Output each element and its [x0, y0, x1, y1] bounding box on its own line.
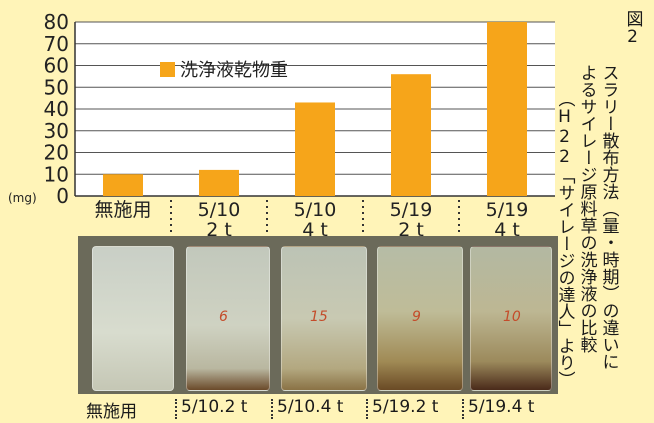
bar — [103, 174, 143, 196]
sample-photo: 6 15 9 10 — [78, 236, 558, 394]
figure-title-line1: スラリー散布方法（量・時期）の違いに — [598, 64, 619, 370]
caption-separator — [175, 399, 177, 419]
x-tick-label: 2 t — [398, 219, 424, 236]
jar-label: 10 — [503, 309, 521, 325]
figure-number: 図2 — [622, 10, 643, 47]
x-tick-label: 無施用 — [94, 199, 151, 221]
y-tick-label: 60 — [44, 54, 69, 78]
bar — [295, 102, 335, 196]
photo-caption-0519-4t: 5/19.4 t — [468, 397, 535, 417]
bar — [199, 169, 239, 196]
legend-label: 洗浄液乾物重 — [180, 60, 288, 81]
x-tick-label: 5/10 — [198, 199, 241, 221]
photo-caption-0510-2t: 5/10.2 t — [181, 397, 248, 417]
y-unit-label: (mg) — [8, 191, 37, 205]
jar-label: 6 — [219, 309, 228, 325]
caption-separator — [271, 399, 273, 419]
figure-title-line2: よるサイレージ原料草の洗浄液の比較 — [576, 64, 597, 353]
x-tick-label: 2 t — [206, 219, 232, 236]
sample-jar-0519-4t: 10 — [470, 246, 552, 391]
y-tick-label: 30 — [44, 119, 69, 143]
caption-separator — [462, 399, 464, 419]
sample-jar-0510-2t: 6 — [186, 246, 270, 391]
y-tick-label: 20 — [44, 141, 69, 165]
sample-jar-0519-2t: 9 — [377, 246, 463, 391]
legend-swatch — [160, 62, 175, 77]
y-tick-label: 50 — [44, 75, 69, 99]
y-tick-label: 10 — [44, 162, 69, 186]
jar-label: 15 — [310, 309, 328, 325]
bar — [391, 74, 431, 196]
y-tick-label: 70 — [44, 32, 69, 56]
sample-jar-control — [92, 246, 174, 391]
x-tick-label: 4 t — [494, 219, 520, 236]
y-tick-label: 80 — [44, 10, 69, 34]
caption-separator — [366, 399, 368, 419]
figure-title-line3: （H22「サイレージの達人」より） — [554, 90, 575, 388]
x-tick-label: 5/19 — [390, 199, 433, 221]
x-tick-label: 5/10 — [294, 199, 337, 221]
x-tick-label: 5/19 — [486, 199, 529, 221]
sample-jar-0510-4t: 15 — [281, 246, 367, 391]
y-tick-label: 0 — [56, 184, 69, 208]
y-tick-label: 40 — [44, 97, 69, 121]
jar-label: 9 — [412, 309, 421, 325]
x-tick-label: 4 t — [302, 219, 328, 236]
bar — [487, 22, 527, 196]
photo-caption-0519-2t: 5/19.2 t — [372, 397, 439, 417]
photo-caption-0510-4t: 5/10.4 t — [277, 397, 344, 417]
photo-caption-control: 無施用 — [86, 402, 137, 422]
